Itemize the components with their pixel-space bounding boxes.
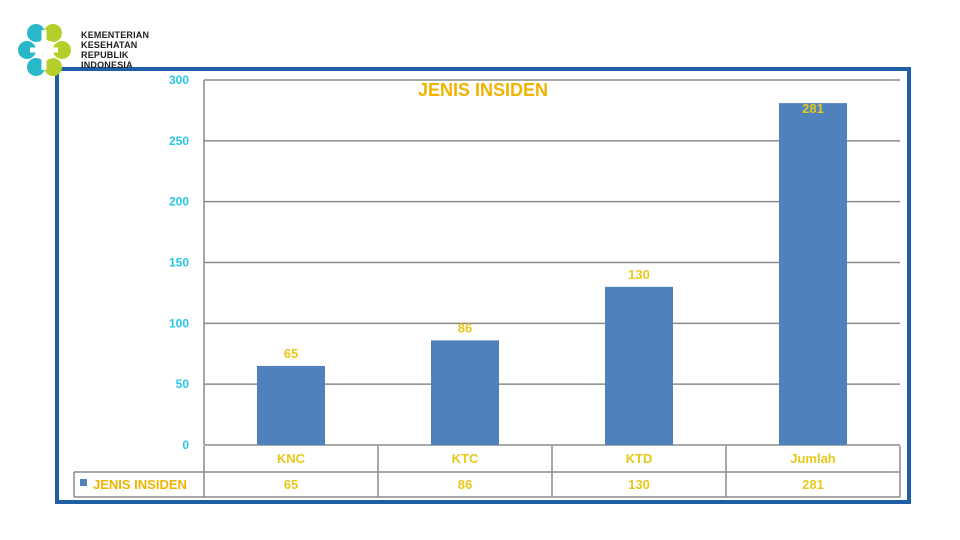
- y-tick-label: 300: [169, 73, 189, 87]
- bars: [257, 103, 847, 445]
- chart-frame: [55, 67, 911, 504]
- chart-title: JENIS INSIDEN: [418, 80, 548, 100]
- logo-text: KEMENTERIAN KESEHATAN REPUBLIK INDONESIA: [81, 30, 149, 70]
- kemenkes-logo-icon: [18, 24, 71, 76]
- bar: [431, 340, 499, 445]
- table-value: 86: [458, 477, 472, 492]
- table-value: 130: [628, 477, 650, 492]
- logo-line: INDONESIA: [81, 60, 133, 70]
- category-label: Jumlah: [790, 451, 836, 466]
- table-value: 281: [802, 477, 824, 492]
- logo-line: REPUBLIK: [81, 50, 129, 60]
- y-tick-label: 150: [169, 256, 189, 270]
- data-label: 86: [458, 320, 472, 335]
- y-tick-label: 250: [169, 134, 189, 148]
- category-label: KTD: [626, 451, 653, 466]
- data-label: 130: [628, 267, 650, 282]
- logo-line: KEMENTERIAN: [81, 30, 150, 40]
- data-label: 281: [802, 101, 824, 116]
- y-tick-label: 0: [182, 438, 189, 452]
- bar: [257, 365, 325, 445]
- category-label: KTC: [452, 451, 479, 466]
- y-tick-label: 50: [176, 377, 190, 391]
- category-label: KNC: [277, 451, 306, 466]
- y-tick-label: 100: [169, 316, 189, 330]
- data-label: 65: [284, 346, 298, 361]
- data-labels: 65 86 130 281: [284, 101, 824, 361]
- legend-label: JENIS INSIDEN: [93, 477, 187, 492]
- data-table: KNC 65 KTC 86 KTD 130 Jumlah 281 JENIS INSIDEN: [73, 446, 901, 498]
- legend-swatch: [80, 479, 87, 486]
- logo-line: KESEHATAN: [81, 40, 138, 50]
- y-axis-ticks: 0 50 100 150 200 250 300: [169, 73, 189, 452]
- table-value: 65: [284, 477, 298, 492]
- bar: [605, 286, 673, 445]
- bar: [779, 103, 847, 445]
- y-tick-label: 200: [169, 195, 189, 209]
